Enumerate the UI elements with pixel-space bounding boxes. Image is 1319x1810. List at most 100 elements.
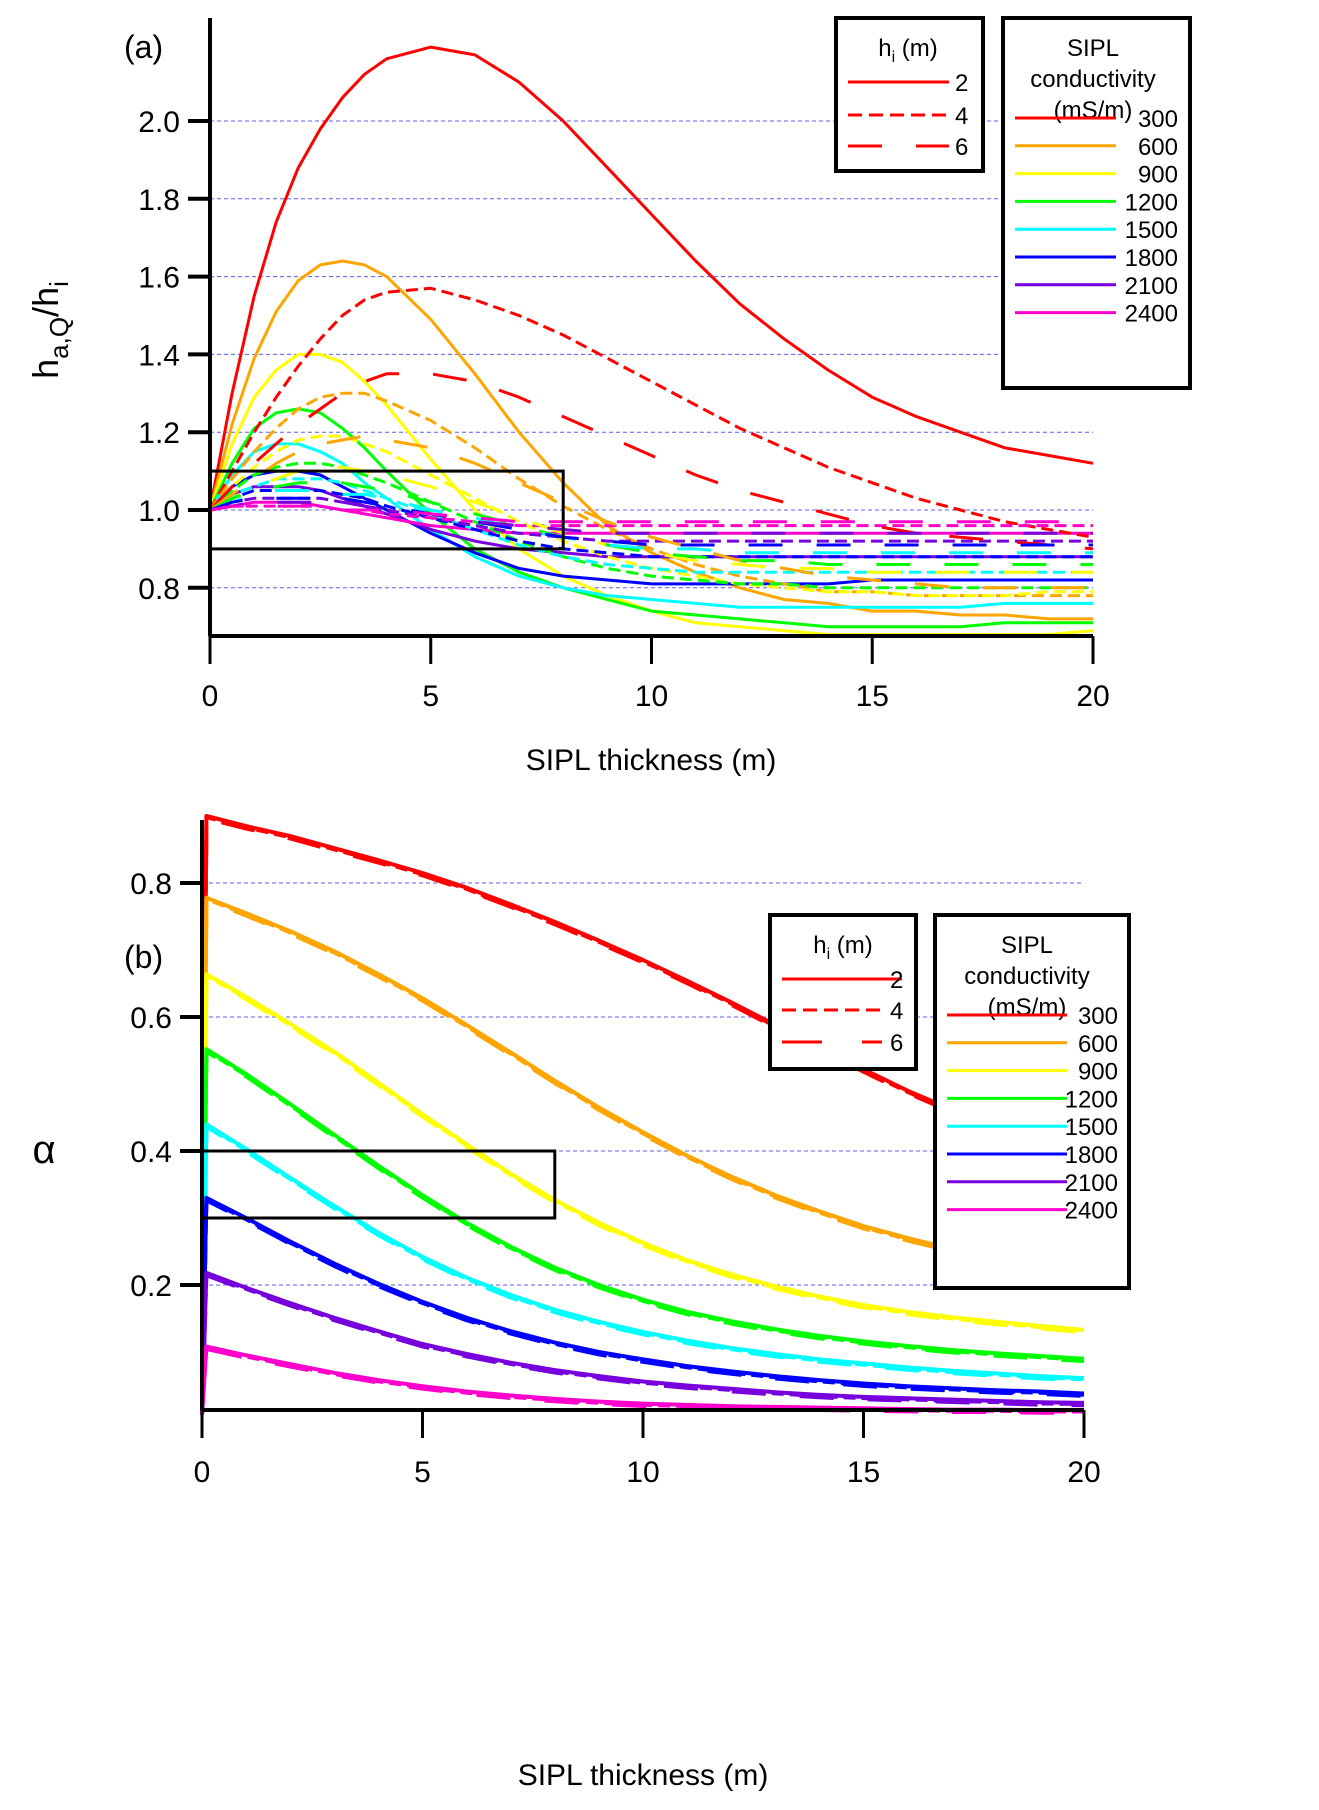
a-curve-2100-hi4 (209, 496, 1093, 543)
b-legend-hi-4-label: 4 (890, 998, 903, 1025)
a-curve-300-hi2 (208, 45, 1094, 511)
a-y-tick-label: 0.8 (138, 573, 180, 606)
a-x-axis-title: SIPL thickness (m) (526, 744, 777, 777)
a-legend-label-1200: 1200 (1125, 189, 1178, 216)
b-legend-label-1500: 1500 (1065, 1114, 1118, 1141)
a-y-tick-label: 1.2 (138, 417, 180, 450)
b-y-tick-label: 0.2 (130, 1270, 172, 1303)
a-x-tick-label: 15 (856, 680, 889, 713)
b-legend-hi-title-h: h (813, 932, 826, 959)
a-ylabel-mid: /h (25, 287, 66, 317)
a-curve-300-hi4 (208, 286, 1094, 539)
a-gridlines (210, 120, 1093, 589)
a-ylabel-sub2: i (44, 281, 74, 287)
b-y-tick-label: 0.6 (130, 1002, 172, 1035)
b-legend-label-1800: 1800 (1065, 1142, 1118, 1169)
b-legend-hi-6-label: 6 (890, 1030, 903, 1057)
b-legend-hi-title-unit: (m) (830, 932, 873, 959)
b-legend-label-2400: 2400 (1065, 1198, 1118, 1225)
a-legend-cond-title-2: conductivity (1030, 66, 1155, 93)
a-legend-label-2400: 2400 (1125, 301, 1178, 328)
b-legend-hi-title: hi (m) (813, 932, 873, 963)
b-curve-2400-hi6 (200, 1347, 1084, 1415)
a-curve-1800-hi4 (209, 489, 1093, 559)
a-panel-label: (a) (124, 29, 163, 65)
a-x-tick-label: 20 (1076, 680, 1109, 713)
a-legend-label-1500: 1500 (1125, 217, 1178, 244)
a-y-tick-label: 1.0 (138, 495, 180, 528)
a-legend-hi-title-unit: (m) (895, 35, 938, 62)
a-legend-hi-title-sub: i (892, 49, 896, 66)
a-legend-conductivity: SIPL conductivity (mS/m) 300600900120015… (1001, 16, 1192, 390)
b-x-tick-label: 10 (626, 1456, 659, 1489)
a-legend-label-300: 300 (1138, 106, 1178, 133)
a-ylabel-main: h (25, 359, 66, 379)
a-curve-2400-hi6 (209, 504, 1093, 524)
panel-b: 0.2 0.4 0.6 0.8 0 5 10 15 20 (b) SIPL thickness … (32, 814, 1131, 1792)
b-curve-900-hi6 (200, 974, 1085, 1415)
a-highlight-box (208, 469, 565, 551)
b-curve-1200-hi6 (200, 1049, 1085, 1415)
a-legend-cond-title-1: SIPL (1067, 35, 1119, 62)
a-legend-cond-title-3: (mS/m) (1054, 97, 1133, 124)
a-x-tick-label: 10 (635, 680, 668, 713)
b-y-tick-label: 0.8 (130, 868, 172, 901)
b-legend-cond-frame (933, 913, 1131, 1290)
a-legend-hi-4-label: 4 (955, 103, 968, 130)
b-legend-cond-title-3: (mS/m) (988, 994, 1067, 1021)
a-legend-cond-frame (1001, 16, 1192, 390)
b-x-axis-title: SIPL thickness (m) (518, 1759, 769, 1792)
a-y-tick-label: 2.0 (138, 106, 180, 139)
b-legend-conductivity: SIPL conductivity (mS/m) 300600900120015… (933, 913, 1131, 1290)
a-y-axis-title: ha,Q/hi (25, 281, 74, 379)
a-curve-1500-hi2 (208, 442, 1093, 609)
a-legend-label-900: 900 (1138, 162, 1178, 189)
a-curve-2100-hi6 (209, 500, 1093, 535)
b-legend-hi-2-label: 2 (890, 967, 903, 994)
a-x-tick-label: 5 (422, 680, 439, 713)
a-ylabel-sub: a,Q (44, 317, 74, 359)
b-curve-600-hi6 (200, 898, 1085, 1415)
a-curve-2400-hi2 (209, 500, 1093, 535)
b-legend-cond-title-2: conductivity (964, 963, 1089, 990)
a-curve-2400-hi4 (209, 504, 1093, 528)
b-legend-cond-title-1: SIPL (1001, 932, 1053, 959)
a-curve-600-hi6 (209, 434, 1093, 590)
b-panel-label: (b) (124, 939, 163, 975)
a-legend-label-1800: 1800 (1125, 245, 1178, 272)
a-y-tick-label: 1.6 (138, 262, 180, 295)
a-curve-1500-hi4 (209, 477, 1093, 574)
a-curve-300-hi6 (208, 372, 1094, 551)
a-curve-1200-hi2 (208, 407, 1093, 629)
b-legend-hi: hi (m) 2 4 6 (768, 913, 918, 1071)
b-curve-2100-hi6 (200, 1273, 1085, 1415)
b-x-tick-label: 15 (847, 1456, 880, 1489)
a-legend-hi-2-label: 2 (955, 70, 968, 97)
b-curve-300-hi6 (200, 816, 1085, 1415)
b-legend-label-900: 900 (1078, 1059, 1118, 1086)
a-legend-hi-title-h: h (878, 35, 891, 62)
b-y-axis-title: α (32, 1128, 55, 1172)
a-legend-hi-6-label: 6 (955, 134, 968, 161)
a-y-tick-label: 1.4 (138, 339, 180, 372)
b-y-tick-label: 0.4 (130, 1136, 172, 1169)
a-axes: 0.8 1.0 1.2 1.4 1.6 1.8 2.0 0 5 10 15 20 (138, 18, 1110, 713)
b-legend-label-600: 600 (1078, 1031, 1118, 1058)
b-legend-label-2100: 2100 (1065, 1170, 1118, 1197)
a-legend-hi: hi (m) 2 4 6 (834, 16, 985, 173)
b-curve-1800-hi4 (200, 1197, 1085, 1414)
b-highlight-box (200, 1149, 557, 1220)
b-x-tick-label: 20 (1067, 1456, 1100, 1489)
b-x-tick-label: 5 (414, 1456, 431, 1489)
b-legend-label-300: 300 (1078, 1003, 1118, 1030)
b-curve-1500-hi4 (200, 1123, 1085, 1414)
b-curve-1500-hi6 (200, 1124, 1085, 1415)
b-legend-label-1200: 1200 (1065, 1086, 1118, 1113)
a-x-tick-label: 0 (202, 680, 219, 713)
b-curve-2100-hi4 (200, 1272, 1085, 1414)
a-legend-label-2100: 2100 (1125, 273, 1178, 300)
b-axes: 0.2 0.4 0.6 0.8 0 5 10 15 20 (130, 820, 1101, 1489)
